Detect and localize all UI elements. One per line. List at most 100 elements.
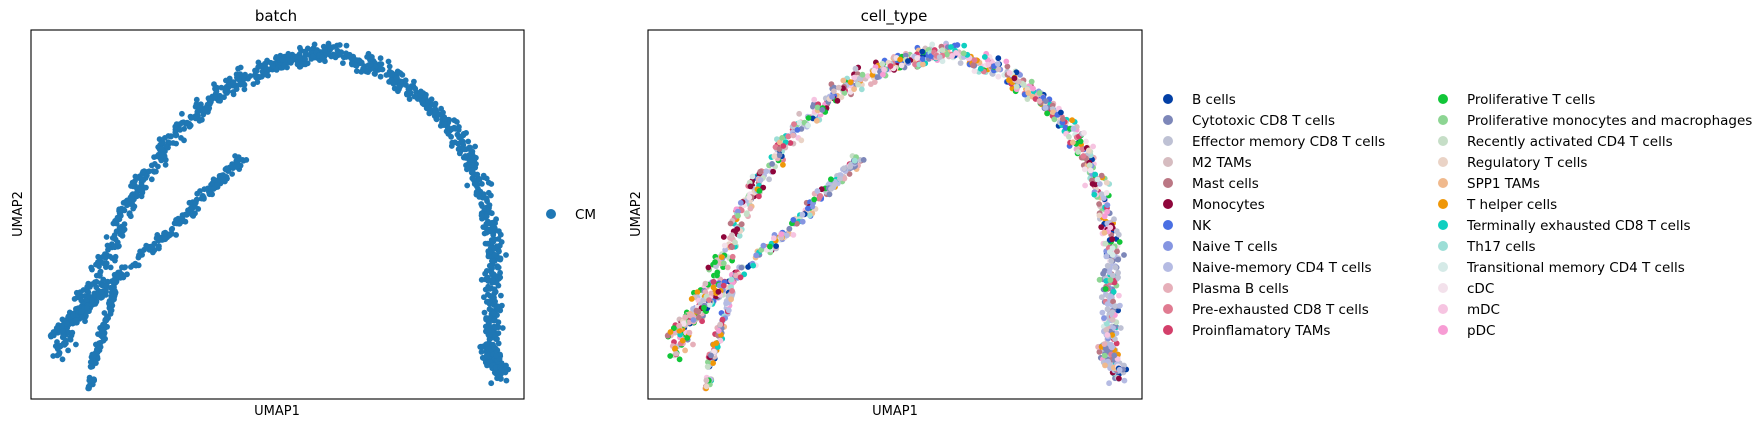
batch-point	[364, 54, 370, 60]
batch-point	[197, 188, 203, 194]
batch-point	[474, 171, 481, 178]
batch-point	[367, 61, 374, 68]
cell-type-point	[1103, 189, 1110, 196]
cell-type-point	[670, 325, 677, 332]
cell-type-point	[995, 55, 1002, 62]
cell-type-point	[712, 259, 718, 265]
batch-point	[117, 212, 124, 219]
cell-type-point	[961, 42, 968, 49]
batch-x-axis-label: UMAP1	[254, 404, 300, 419]
batch-point	[311, 41, 318, 48]
batch-point	[50, 353, 57, 359]
batch-point	[247, 73, 254, 79]
batch-point	[281, 62, 287, 69]
cell-type-point	[971, 57, 978, 63]
batch-point	[452, 125, 459, 132]
cell-type-point	[920, 61, 926, 68]
batch-point	[151, 161, 158, 167]
batch-point	[182, 211, 189, 218]
batch-point	[132, 173, 139, 180]
batch-point	[192, 103, 199, 110]
batch-point	[56, 350, 62, 357]
cell-type-point	[1116, 292, 1122, 299]
cell-type-point	[1101, 352, 1108, 359]
batch-point	[486, 208, 493, 215]
batch-point	[65, 347, 71, 354]
cell-type-point	[690, 317, 697, 323]
batch-point	[386, 63, 393, 70]
batch-point	[229, 164, 236, 170]
batch-point	[492, 288, 499, 295]
cell-type-point	[1104, 262, 1111, 269]
cell-type-point	[858, 86, 865, 93]
cell-type-point	[936, 54, 943, 60]
cell-type-point	[1111, 216, 1117, 223]
cell-type-point	[796, 119, 803, 126]
cell-type-point	[1111, 352, 1118, 359]
cell-type-point	[960, 50, 967, 57]
cell-type-point	[851, 86, 857, 92]
cell-type-point	[1115, 269, 1121, 276]
batch-point	[100, 321, 106, 328]
batch-point	[481, 309, 488, 316]
batch-point	[111, 232, 118, 239]
legend-marker	[1163, 136, 1173, 146]
batch-point	[187, 122, 194, 129]
batch-point	[491, 245, 498, 252]
legend-marker	[1163, 262, 1173, 272]
cell-type-point	[1115, 256, 1122, 263]
batch-point	[480, 172, 487, 179]
cell-type-point	[902, 52, 909, 59]
cell-type-point	[1109, 272, 1116, 279]
legend-label: CM	[575, 207, 596, 223]
batch-point	[188, 115, 195, 121]
cell-type-point	[720, 234, 727, 240]
batch-point	[223, 77, 229, 84]
cell-type-point	[1116, 375, 1122, 382]
batch-point	[70, 312, 76, 319]
batch-point	[469, 167, 476, 174]
cell-type-point	[706, 297, 712, 303]
batch-point	[491, 316, 498, 323]
batch-point	[494, 264, 501, 271]
cell-type-point	[929, 41, 936, 48]
cell-type-point	[1075, 149, 1081, 155]
batch-point	[483, 341, 490, 347]
batch-point	[106, 300, 112, 307]
batch-point	[486, 220, 493, 227]
batch-point	[168, 133, 174, 140]
cell-type-point	[1115, 231, 1122, 238]
cell-type-point	[708, 352, 714, 359]
batch-point	[497, 269, 503, 276]
legend-marker	[1438, 199, 1448, 209]
legend-marker	[1163, 199, 1173, 209]
cell-type-point	[728, 276, 735, 283]
batch-point	[336, 42, 343, 48]
batch-point	[496, 248, 502, 255]
batch-point	[223, 165, 230, 172]
cell-type-point	[1096, 181, 1103, 187]
cell-type-point	[1101, 229, 1108, 236]
batch-point	[302, 61, 309, 68]
cell-type-point	[953, 50, 959, 56]
cell-type-point	[1080, 153, 1087, 159]
cell-type-plot-frame	[647, 29, 1143, 400]
legend-label: Transitional memory CD4 T cells	[1466, 260, 1685, 276]
batch-point	[209, 191, 216, 198]
cell-type-point	[914, 55, 921, 61]
cell-type-point	[695, 308, 702, 315]
cell-type-point	[1098, 224, 1105, 231]
batch-point	[498, 375, 504, 382]
batch-point	[242, 71, 249, 78]
batch-plot-frame	[30, 29, 525, 400]
legend-label: T helper cells	[1466, 197, 1557, 213]
cell-type-point	[1107, 293, 1114, 300]
legend-label: Effector memory CD8 T cells	[1192, 134, 1385, 150]
cell-type-point	[1090, 143, 1096, 150]
batch-point	[233, 86, 240, 92]
batch-point	[110, 220, 117, 227]
batch-point	[486, 332, 493, 338]
cell-type-point	[790, 132, 797, 139]
batch-point	[287, 58, 294, 64]
